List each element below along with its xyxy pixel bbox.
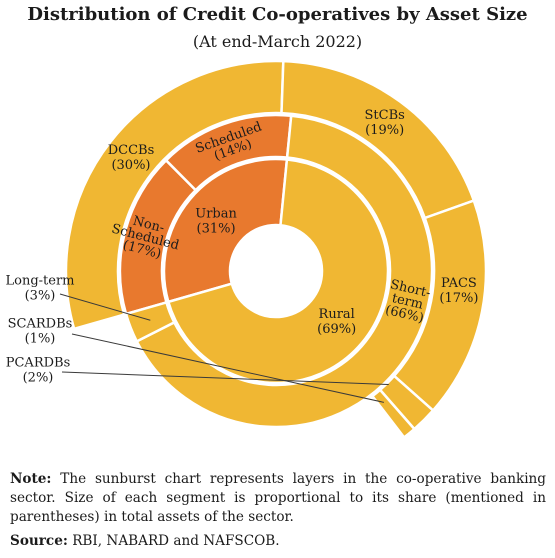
leader-line-pcardbs [61,371,389,386]
chart-title: Distribution of Credit Co-operatives by … [27,4,528,25]
chart-subtitle: (At end-March 2022) [192,32,363,51]
label-stcbs: StCBs (19%) [365,108,405,138]
sunburst-chart: Distribution of Credit Co-operatives by … [5,4,528,440]
label-rural: Rural (69%) [317,307,356,337]
label-scardbs: SCARDBs (1%) [8,317,73,347]
source-label: Source: [10,533,68,549]
note-text: The sunburst chart represents layers in … [10,471,546,525]
segment-rural [166,158,390,385]
label-long-term: Long-term (3%) [5,274,74,304]
segment-short-term [135,114,434,429]
leader-line-long-term [59,293,151,321]
label-pacs: PACS (17%) [439,276,478,306]
label-pcardbs: PCARDBs (2%) [6,356,71,386]
label-urban: Urban (31%) [195,207,237,237]
sunburst-svg: Rural (69%)Urban (31%)Short-term(66%)Non-S… [5,59,488,440]
leader-line-scardbs [71,333,385,403]
label-dccbs: DCCBs (30%) [108,143,155,173]
note-label: Note: [10,471,52,487]
chart-source: Source: RBI, NABARD and NAFSCOB. [10,533,546,549]
segment-long-term [124,300,176,344]
source-text: RBI, NABARD and NAFSCOB. [67,533,280,549]
segment-urban [162,157,289,304]
chart-note: Note: The sunburst chart represents laye… [10,470,546,527]
